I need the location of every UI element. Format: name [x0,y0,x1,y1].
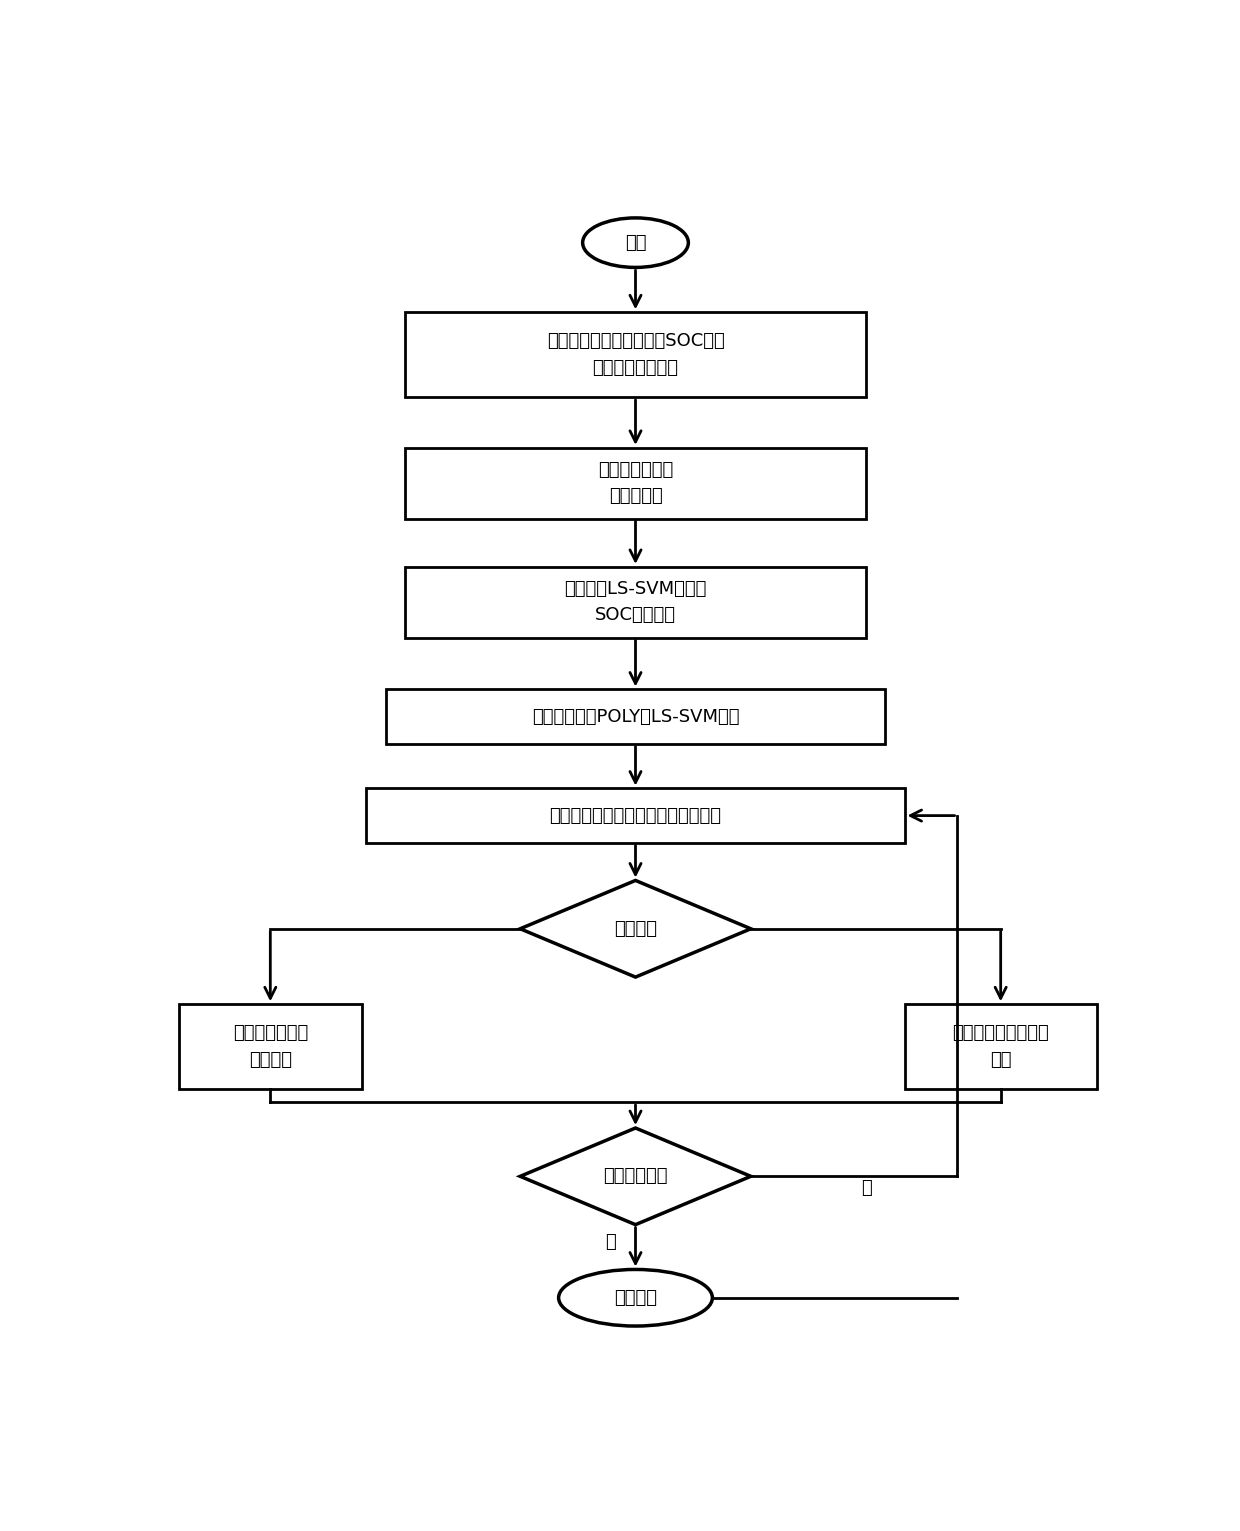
Text: 建立基于LS-SVM模型的
SOC预测模型: 建立基于LS-SVM模型的 SOC预测模型 [564,580,707,625]
Text: 预测误差在规定
阈值以内: 预测误差在规定 阈值以内 [233,1024,308,1069]
Text: 预测误差在规定阈值
以外: 预测误差在规定阈值 以外 [952,1024,1049,1069]
Bar [404,566,866,637]
Text: 开始: 开始 [625,234,646,251]
Text: 预测效果: 预测效果 [614,920,657,939]
Text: 模型初始化，参数赋初值，参数寻优: 模型初始化，参数赋初值，参数寻优 [549,807,722,825]
Bar [905,1004,1096,1089]
Bar [179,1004,362,1089]
Text: 小于规定阈值: 小于规定阈值 [603,1167,668,1185]
Text: 否: 否 [862,1179,872,1197]
Bar [404,447,866,519]
Text: 建立基于简化POLY的LS-SVM模型: 建立基于简化POLY的LS-SVM模型 [532,707,739,726]
Text: 原始数据预处理
数据归一化: 原始数据预处理 数据归一化 [598,461,673,505]
Text: 建立影响蓄电池剩余容量SOC的影
响因素的基本模型: 建立影响蓄电池剩余容量SOC的影 响因素的基本模型 [547,332,724,377]
Text: 是: 是 [605,1234,615,1251]
Bar [404,312,866,397]
Bar [367,788,905,842]
Text: 输出结果: 输出结果 [614,1289,657,1307]
Bar [386,689,885,744]
